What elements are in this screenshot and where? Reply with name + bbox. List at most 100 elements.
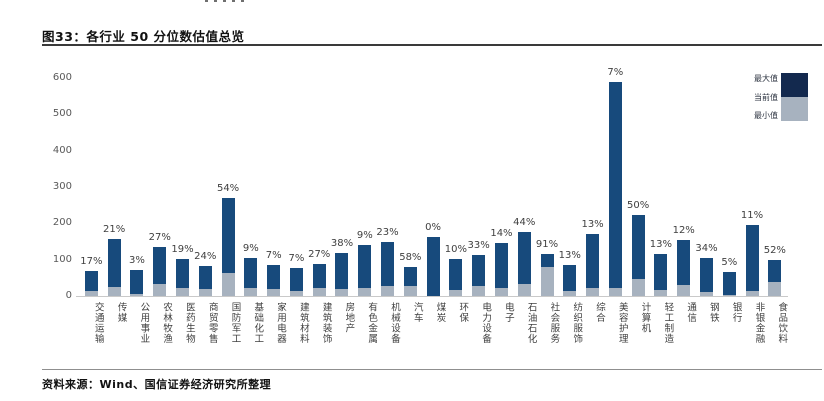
y-tick-label: 400 — [52, 144, 72, 156]
bar-max-value — [198, 266, 212, 296]
category-label: 非银金融 — [753, 302, 765, 344]
legend-label-current: 当前值 — [754, 92, 778, 102]
bar-column: 44% — [513, 78, 536, 296]
legend-min-swatch — [781, 97, 808, 121]
bar-percentile-label: 7% — [607, 66, 624, 78]
category-label: 钢铁 — [707, 302, 719, 323]
category-label: 银行 — [730, 302, 742, 323]
bar-percentile-label: 7% — [288, 252, 305, 264]
bar-current-segment — [335, 289, 349, 296]
bar-max-value — [722, 272, 736, 296]
bar-column: 0% — [422, 78, 445, 296]
bar-current-segment — [267, 289, 281, 296]
legend-label-max: 最大值 — [754, 74, 778, 83]
legend-max-swatch — [781, 73, 808, 97]
bar-max-value — [312, 264, 326, 296]
bar-percentile-label: 44% — [513, 217, 536, 229]
bar-current-segment — [563, 290, 577, 296]
bar-percentile-label: 13% — [649, 239, 673, 251]
bar-percentile-label: 0% — [425, 221, 442, 233]
bar-column: 13% — [650, 78, 673, 296]
bar-current-segment — [358, 288, 372, 296]
category-label: 电子 — [502, 302, 514, 323]
bar-current-segment — [654, 290, 668, 296]
category-label: 纺织服饰 — [571, 302, 583, 344]
bar-max-value — [107, 238, 121, 296]
figure-title: 图33：各行业 50 分位数估值总览 — [42, 29, 245, 44]
bar-column: 13% — [581, 78, 604, 296]
bar-current-segment — [198, 288, 212, 296]
bar-max-value — [176, 258, 190, 296]
bar-current-segment — [722, 294, 736, 296]
bar-current-segment — [586, 288, 600, 296]
bar-max-value — [472, 254, 486, 296]
category-label: 商贸零售 — [206, 302, 218, 344]
category-label: 农林牧渔 — [161, 302, 173, 344]
bar-max-value — [768, 260, 782, 296]
category-label: 公用事业 — [138, 302, 150, 344]
bar-percentile-label: 54% — [216, 182, 240, 194]
bar-percentile-label: 23% — [376, 227, 399, 239]
x-axis-line — [76, 296, 788, 297]
bar-max-value — [403, 266, 417, 296]
bar-column: 33% — [467, 78, 490, 296]
plot-area: 17% 21% 3% 27% 19% 24% 54% 9% 7% 7% 27% 38% 9% 23% 58%… — [80, 67, 786, 296]
y-tick-label: 300 — [52, 181, 72, 192]
bar-percentile-label: 52% — [763, 245, 786, 257]
bar-column: 7% — [262, 78, 285, 296]
title-divider — [42, 44, 822, 46]
bar-current-segment — [745, 290, 759, 296]
category-label: 建筑材料 — [297, 302, 309, 344]
bar-column: 17% — [80, 78, 103, 296]
bar-column: 5% — [718, 78, 741, 296]
bar-column: 23% — [376, 78, 399, 296]
legend-swatch — [781, 73, 808, 121]
bar-max-value — [563, 265, 577, 296]
bar-max-value — [654, 254, 668, 296]
bar-column: 3% — [126, 78, 149, 296]
bar-current-segment — [494, 288, 508, 296]
category-label: 交通运输 — [92, 302, 104, 344]
bar-percentile-label: 9% — [356, 230, 373, 242]
legend-label-min: 最小值 — [754, 111, 778, 120]
bar-max-value — [130, 270, 144, 296]
category-label: 食品饮料 — [776, 302, 788, 344]
bar-current-segment — [768, 282, 782, 296]
bar-max-value — [426, 236, 440, 296]
category-label: 建筑装饰 — [320, 302, 332, 344]
bar-current-segment — [176, 288, 190, 296]
bar-max-value — [221, 197, 235, 296]
x-axis-category-labels: 交通运输 传媒 公用事业 农林牧渔 医药生物 商贸零售 国防军工 基础化工 家用电器 建筑材料 建筑… — [80, 302, 788, 344]
legend-labels: 最大值 当前值 最小值 — [754, 73, 778, 121]
bar-percentile-label: 10% — [444, 243, 468, 255]
bar-column: 27% — [148, 78, 171, 296]
bar-current-segment — [244, 288, 258, 296]
bar-current-segment — [608, 288, 622, 296]
category-label: 电力设备 — [480, 302, 492, 344]
bar-current-segment — [153, 284, 167, 296]
bar-current-segment — [221, 273, 235, 296]
bar-max-value — [631, 215, 645, 296]
category-label: 房地产 — [343, 302, 355, 334]
bar-column: 19% — [171, 78, 194, 296]
bar-column: 7% — [604, 67, 627, 296]
y-tick-label: 100 — [52, 253, 72, 265]
bar-column: 12% — [672, 78, 695, 296]
bar-column: 54% — [217, 78, 240, 296]
y-tick-label: 0 — [65, 290, 72, 301]
bar-column: 21% — [103, 78, 126, 296]
bar-percentile-label: 34% — [695, 242, 718, 254]
bar-current-segment — [699, 292, 713, 296]
bar-column: 14% — [490, 78, 513, 296]
bar-max-value — [358, 245, 372, 296]
bar-max-value — [677, 239, 691, 296]
bar-column: 34% — [695, 78, 718, 296]
category-label: 计算机 — [639, 302, 651, 334]
bar-current-segment — [107, 286, 121, 296]
category-label: 轻工制造 — [662, 302, 674, 344]
bar-percentile-label: 12% — [672, 224, 695, 236]
bar-percentile-label: 27% — [148, 231, 171, 243]
category-label: 汽车 — [411, 302, 423, 323]
bar-percentile-label: 13% — [558, 250, 581, 262]
